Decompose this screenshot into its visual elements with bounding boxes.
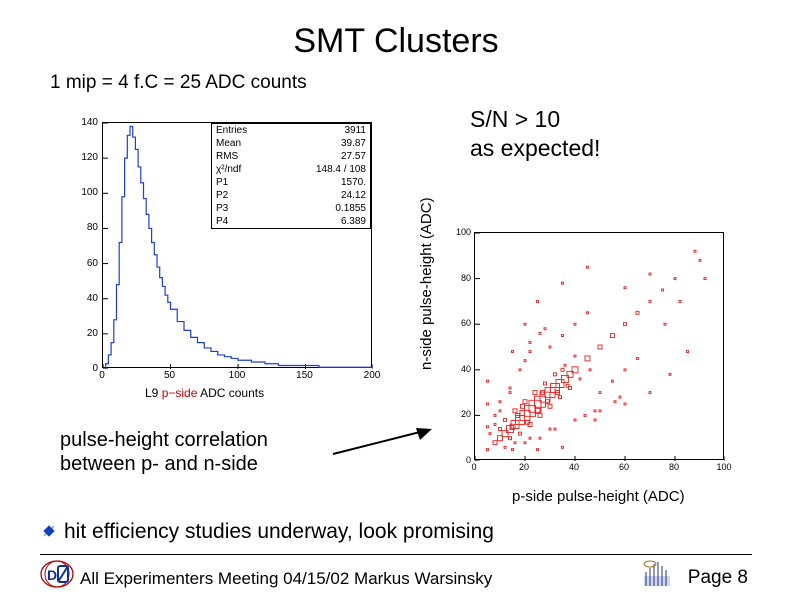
stat-label: P2 (216, 190, 228, 201)
stat-value: 3911 (344, 125, 366, 136)
d0-logo-icon: D (40, 560, 74, 588)
bullet-text: hit efficiency studies underway, look pr… (64, 520, 494, 544)
scatter-ytick-label: 80 (441, 273, 471, 283)
hist-xtick-label: 150 (290, 370, 320, 381)
bullet-item: hit efficiency studies underway, look pr… (42, 520, 494, 544)
scatter-panel: 020406080100 020406080100 (432, 222, 742, 492)
scatter-xtick-label: 20 (512, 462, 536, 472)
hist-caption-suffix: ADC counts (197, 386, 264, 400)
stat-row: RMS 27.57 (212, 150, 370, 163)
hist-caption-prefix: L9 (145, 386, 162, 400)
histogram-panel: Entries 3911 Mean 39.87 RMS 27.57 χ²/ndf 148.4 … (60, 110, 390, 400)
stat-value: 6.389 (341, 216, 366, 227)
scatter-xtick-label: 0 (462, 462, 486, 472)
hist-ytick-label: 120 (66, 152, 98, 163)
histogram-plot-area: Entries 3911 Mean 39.87 RMS 27.57 χ²/ndf 148.4 … (102, 122, 372, 368)
histogram-stat-box: Entries 3911 Mean 39.87 RMS 27.57 χ²/ndf 148.4 … (211, 123, 371, 229)
scatter-ytick-label: 40 (441, 364, 471, 374)
corr-line1: pulse-height correlation (60, 428, 268, 452)
scatter-xtick-label: 80 (662, 462, 686, 472)
sn-annotation: S/N > 10 as expected! (470, 105, 600, 163)
hist-ytick-label: 140 (66, 117, 98, 128)
svg-text:D: D (47, 567, 57, 583)
scatter-ytick-label: 60 (441, 318, 471, 328)
correlation-note: pulse-height correlation between p- and … (60, 428, 268, 476)
scatter-ytick-label: 20 (441, 409, 471, 419)
stat-label: P1 (216, 177, 228, 188)
hist-xtick-label: 0 (87, 370, 117, 381)
stat-label: P3 (216, 203, 228, 214)
footer-divider (40, 554, 752, 555)
fermilab-logo-icon (642, 558, 672, 588)
hist-xtick-label: 100 (222, 370, 252, 381)
mip-conversion-note: 1 mip = 4 f.C = 25 ADC counts (50, 72, 307, 94)
stat-value: 39.87 (341, 138, 366, 149)
hist-xtick-label: 200 (357, 370, 387, 381)
scatter-ytick-label: 100 (441, 227, 471, 237)
stat-value: 1570. (341, 177, 366, 188)
page-number: Page 8 (688, 567, 748, 589)
stat-row: P1 1570. (212, 176, 370, 189)
hist-ytick-label: 40 (66, 293, 98, 304)
hist-caption-pside: p−side (162, 386, 198, 400)
scatter-xtick-label: 60 (612, 462, 636, 472)
hist-ytick-label: 80 (66, 222, 98, 233)
page-title: SMT Clusters (0, 22, 792, 61)
stat-label: Mean (216, 138, 241, 149)
stat-label: RMS (216, 151, 238, 162)
stat-label: P4 (216, 216, 228, 227)
diamond-bullet-icon (42, 520, 56, 544)
stat-row: P2 24.12 (212, 189, 370, 202)
hist-ytick-label: 20 (66, 328, 98, 339)
sn-line2: as expected! (470, 134, 600, 163)
hist-ytick-label: 60 (66, 258, 98, 269)
hist-xtick-label: 50 (155, 370, 185, 381)
stat-row: Entries 3911 (212, 124, 370, 137)
scatter-xtick-label: 40 (562, 462, 586, 472)
stat-row: P4 6.389 (212, 215, 370, 228)
sn-line1: S/N > 10 (470, 105, 600, 134)
scatter-plot-area (474, 232, 724, 460)
stat-row: χ²/ndf 148.4 / 108 (212, 163, 370, 176)
stat-value: 27.57 (341, 151, 366, 162)
stat-value: 24.12 (341, 190, 366, 201)
stat-label: χ²/ndf (216, 164, 241, 175)
stat-row: P3 0.1855 (212, 202, 370, 215)
stat-value: 0.1855 (335, 203, 366, 214)
stat-value: 148.4 / 108 (316, 164, 366, 175)
arrow-icon (328, 424, 438, 469)
hist-ytick-label: 100 (66, 187, 98, 198)
scatter-xtick-label: 100 (712, 462, 736, 472)
histogram-caption: L9 p−side ADC counts (145, 386, 264, 400)
scatter-svg (475, 233, 725, 461)
stat-label: Entries (216, 125, 247, 136)
scatter-x-label: p-side pulse-height (ADC) (512, 488, 685, 505)
footer-text: All Experimenters Meeting 04/15/02 Marku… (80, 569, 492, 589)
corr-line2: between p- and n-side (60, 452, 268, 476)
scatter-y-label: n-side pulse-height (ADC) (418, 197, 435, 370)
stat-row: Mean 39.87 (212, 137, 370, 150)
